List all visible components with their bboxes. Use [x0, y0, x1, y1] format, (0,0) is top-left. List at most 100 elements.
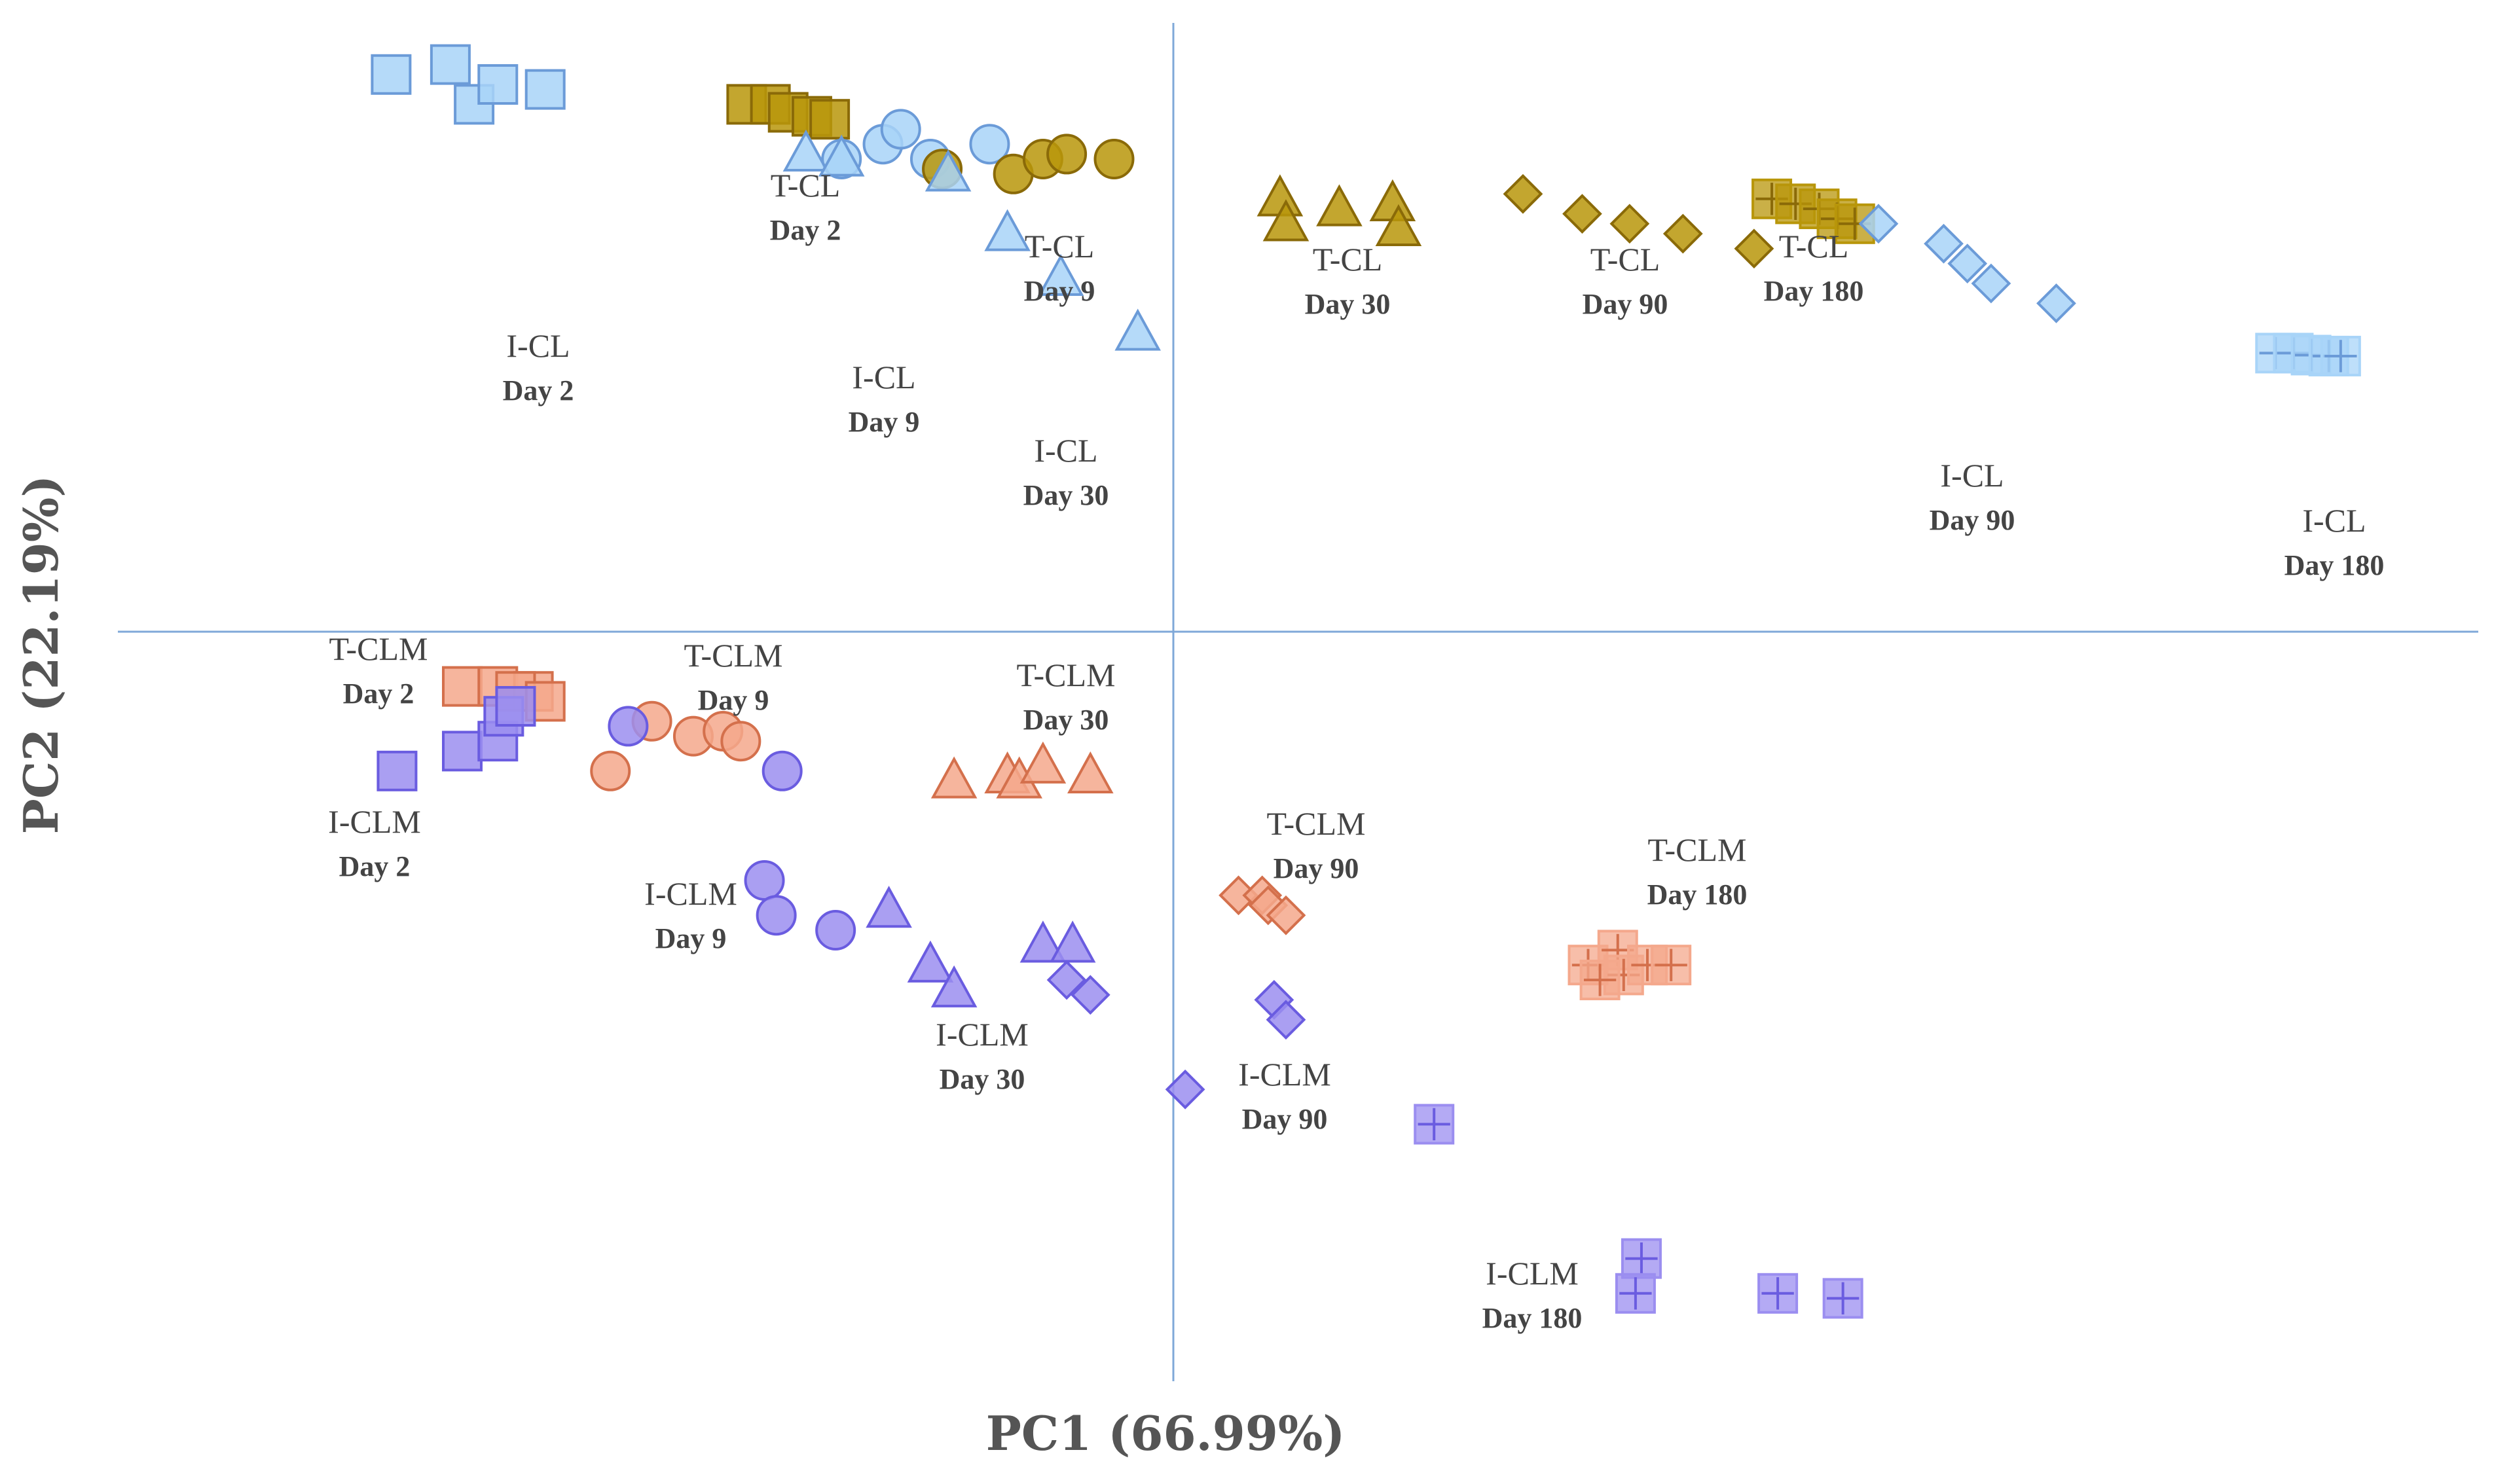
group-label-name: I-CL: [2302, 502, 2366, 539]
point-t-clm-day-30-3: [1019, 741, 1067, 784]
group-label-day: Day 90: [1274, 852, 1359, 884]
point-i-clm-day-9-1: [761, 750, 803, 791]
point-i-cl-day-90-2: [1947, 244, 1988, 283]
group-label-i-cl-day-9: I-CL Day 9: [849, 359, 920, 438]
group-label-name: I-CLM: [644, 875, 737, 912]
point-i-cl-day-30-2: [925, 149, 972, 192]
group-label-day: Day 9: [698, 684, 769, 716]
group-label-i-clm-day-180: I-CLM Day 180: [1482, 1255, 1583, 1334]
group-label-t-cl-day-30: T-CL Day 30: [1305, 241, 1391, 320]
point-i-cl-day-2-1: [430, 44, 471, 85]
point-i-cl-day-30-5: [1114, 308, 1161, 351]
point-i-clm-day-30-4: [1049, 920, 1096, 963]
point-i-clm-day-90-4: [1165, 1069, 1205, 1110]
y-axis-title: PC2 (22.19%): [13, 475, 69, 835]
group-label-day: Day 9: [655, 922, 727, 954]
point-i-cl-day-9-2: [880, 109, 921, 150]
group-label-day: Day 180: [1764, 275, 1864, 307]
point-t-cl-day-30-1: [1262, 199, 1310, 242]
group-label-day: Day 2: [339, 850, 411, 882]
point-t-clm-day-30-0: [930, 756, 978, 799]
point-i-cl-day-9-4: [969, 124, 1010, 165]
group-label-name: T-CL: [1025, 228, 1095, 264]
x-axis-title: PC1 (66.99%): [986, 1405, 1346, 1461]
point-i-cl-day-90-4: [2036, 283, 2076, 323]
point-t-cl-day-90-2: [1609, 204, 1650, 244]
group-label-name: I-CLM: [1238, 1056, 1331, 1093]
group-label-t-clm-day-30: T-CLM Day 30: [1017, 657, 1116, 736]
group-label-name: I-CLM: [936, 1016, 1029, 1053]
group-label-name: T-CL: [771, 167, 841, 204]
point-i-clm-day-180-3: [1757, 1273, 1799, 1314]
group-label-day: Day 2: [503, 374, 574, 407]
point-t-clm-day-90-3: [1266, 895, 1306, 935]
point-i-clm-day-180-0: [1414, 1104, 1455, 1145]
point-i-clm-day-2-4: [495, 686, 536, 727]
group-label-day: Day 180: [1482, 1302, 1583, 1334]
point-i-clm-day-9-3: [756, 895, 797, 936]
group-label-i-clm-day-9: I-CLM Day 9: [644, 875, 737, 954]
point-i-clm-day-9-2: [744, 860, 785, 901]
group-label-i-cl-day-2: I-CL Day 2: [503, 327, 574, 407]
group-label-name: T-CL: [1590, 241, 1660, 278]
group-label-t-clm-day-180: T-CLM Day 180: [1647, 831, 1748, 911]
group-label-day: Day 180: [1647, 878, 1748, 911]
point-i-clm-day-90-1: [1070, 975, 1110, 1015]
group-label-name: T-CLM: [1267, 805, 1366, 842]
point-i-cl-day-2-0: [371, 54, 412, 95]
point-t-clm-day-180-4: [1651, 945, 1692, 986]
point-i-clm-day-90-3: [1266, 1000, 1306, 1040]
point-t-clm-day-9-4: [720, 721, 761, 762]
point-i-clm-day-2-1: [442, 731, 483, 772]
point-i-cl-day-90-1: [1924, 223, 1964, 264]
group-label-name: T-CLM: [684, 637, 783, 674]
point-t-cl-day-30-0: [1256, 174, 1304, 217]
group-label-name: T-CLM: [1017, 657, 1116, 693]
group-label-t-cl-day-2: T-CL Day 2: [770, 167, 841, 246]
point-i-clm-day-30-0: [866, 886, 912, 928]
point-t-cl-day-180-4: [1834, 203, 1875, 244]
point-i-cl-day-30-0: [782, 129, 830, 172]
group-label-day: Day 30: [1305, 288, 1391, 320]
group-label-name: I-CL: [852, 359, 915, 395]
point-i-clm-day-2-0: [376, 750, 418, 791]
group-label-i-clm-day-90: I-CLM Day 90: [1238, 1056, 1331, 1135]
point-t-cl-day-90-3: [1662, 213, 1703, 254]
group-label-day: Day 9: [1024, 275, 1095, 307]
point-i-clm-day-180-4: [1822, 1278, 1863, 1319]
group-label-name: T-CLM: [1648, 831, 1747, 868]
group-label-i-clm-day-2: I-CLM Day 2: [328, 803, 421, 882]
group-label-day: Day 30: [940, 1063, 1025, 1095]
point-i-cl-day-30-3: [984, 209, 1031, 251]
group-label-name: T-CL: [1779, 228, 1849, 264]
group-label-i-cl-day-90: I-CL Day 90: [1930, 457, 2015, 536]
point-i-clm-day-30-3: [1019, 920, 1067, 963]
point-i-clm-day-9-4: [815, 910, 856, 950]
point-t-clm-day-180-5: [1579, 960, 1621, 1000]
group-label-name: I-CLM: [328, 803, 421, 840]
point-t-cl-day-90-1: [1562, 194, 1602, 234]
group-label-name: I-CL: [1940, 457, 2004, 494]
group-label-day: Day 180: [2284, 549, 2385, 581]
group-label-name: I-CL: [1034, 432, 1097, 469]
point-i-cl-day-90-0: [1858, 204, 1899, 244]
point-i-cl-day-2-4: [524, 69, 566, 110]
point-t-clm-day-9-0: [590, 750, 631, 791]
point-i-clm-day-180-1: [1621, 1238, 1662, 1279]
point-i-clm-day-90-0: [1046, 960, 1087, 1000]
group-label-i-clm-day-30: I-CLM Day 30: [936, 1016, 1029, 1095]
point-i-cl-day-180-4: [2320, 335, 2361, 376]
group-label-name: T-CL: [1313, 241, 1383, 278]
axes-layer: [118, 23, 2478, 1381]
point-t-cl-day-30-3: [1369, 179, 1416, 222]
group-label-day: Day 90: [1930, 504, 2015, 536]
point-t-clm-day-30-4: [1067, 751, 1114, 794]
point-t-cl-day-30-4: [1375, 204, 1422, 247]
points-layer: [371, 44, 2361, 1319]
group-label-day: Day 90: [1583, 288, 1668, 320]
group-label-name: I-CLM: [1486, 1255, 1579, 1292]
point-t-cl-day-30-2: [1316, 184, 1363, 226]
group-label-t-clm-day-2: T-CLM Day 2: [329, 630, 428, 710]
